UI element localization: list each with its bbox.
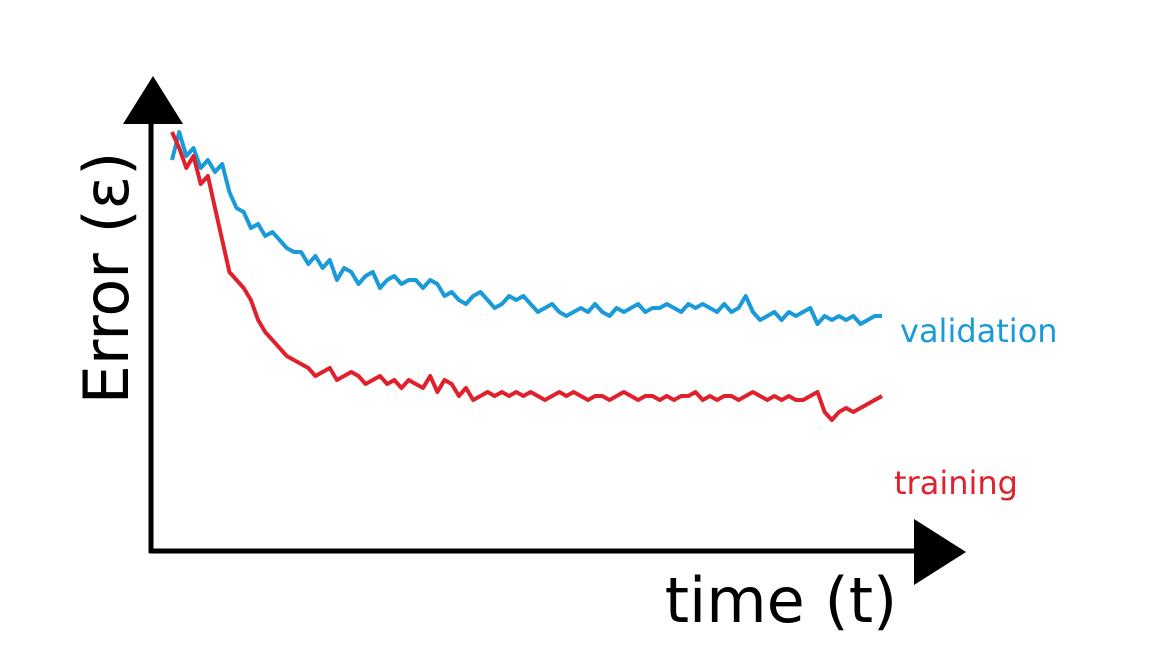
y-axis-label: Error (ε) [70, 152, 143, 405]
y-axis-arrowhead [123, 76, 183, 124]
series-line-validation [170, 130, 882, 326]
series-line-training [170, 131, 883, 422]
series-label-training: training [894, 464, 1018, 502]
x-axis-label: time (t) [665, 564, 897, 637]
x-axis-arrowhead [914, 519, 966, 585]
series-label-validation: validation [900, 312, 1058, 350]
series-group [170, 130, 883, 422]
axes [123, 76, 966, 585]
